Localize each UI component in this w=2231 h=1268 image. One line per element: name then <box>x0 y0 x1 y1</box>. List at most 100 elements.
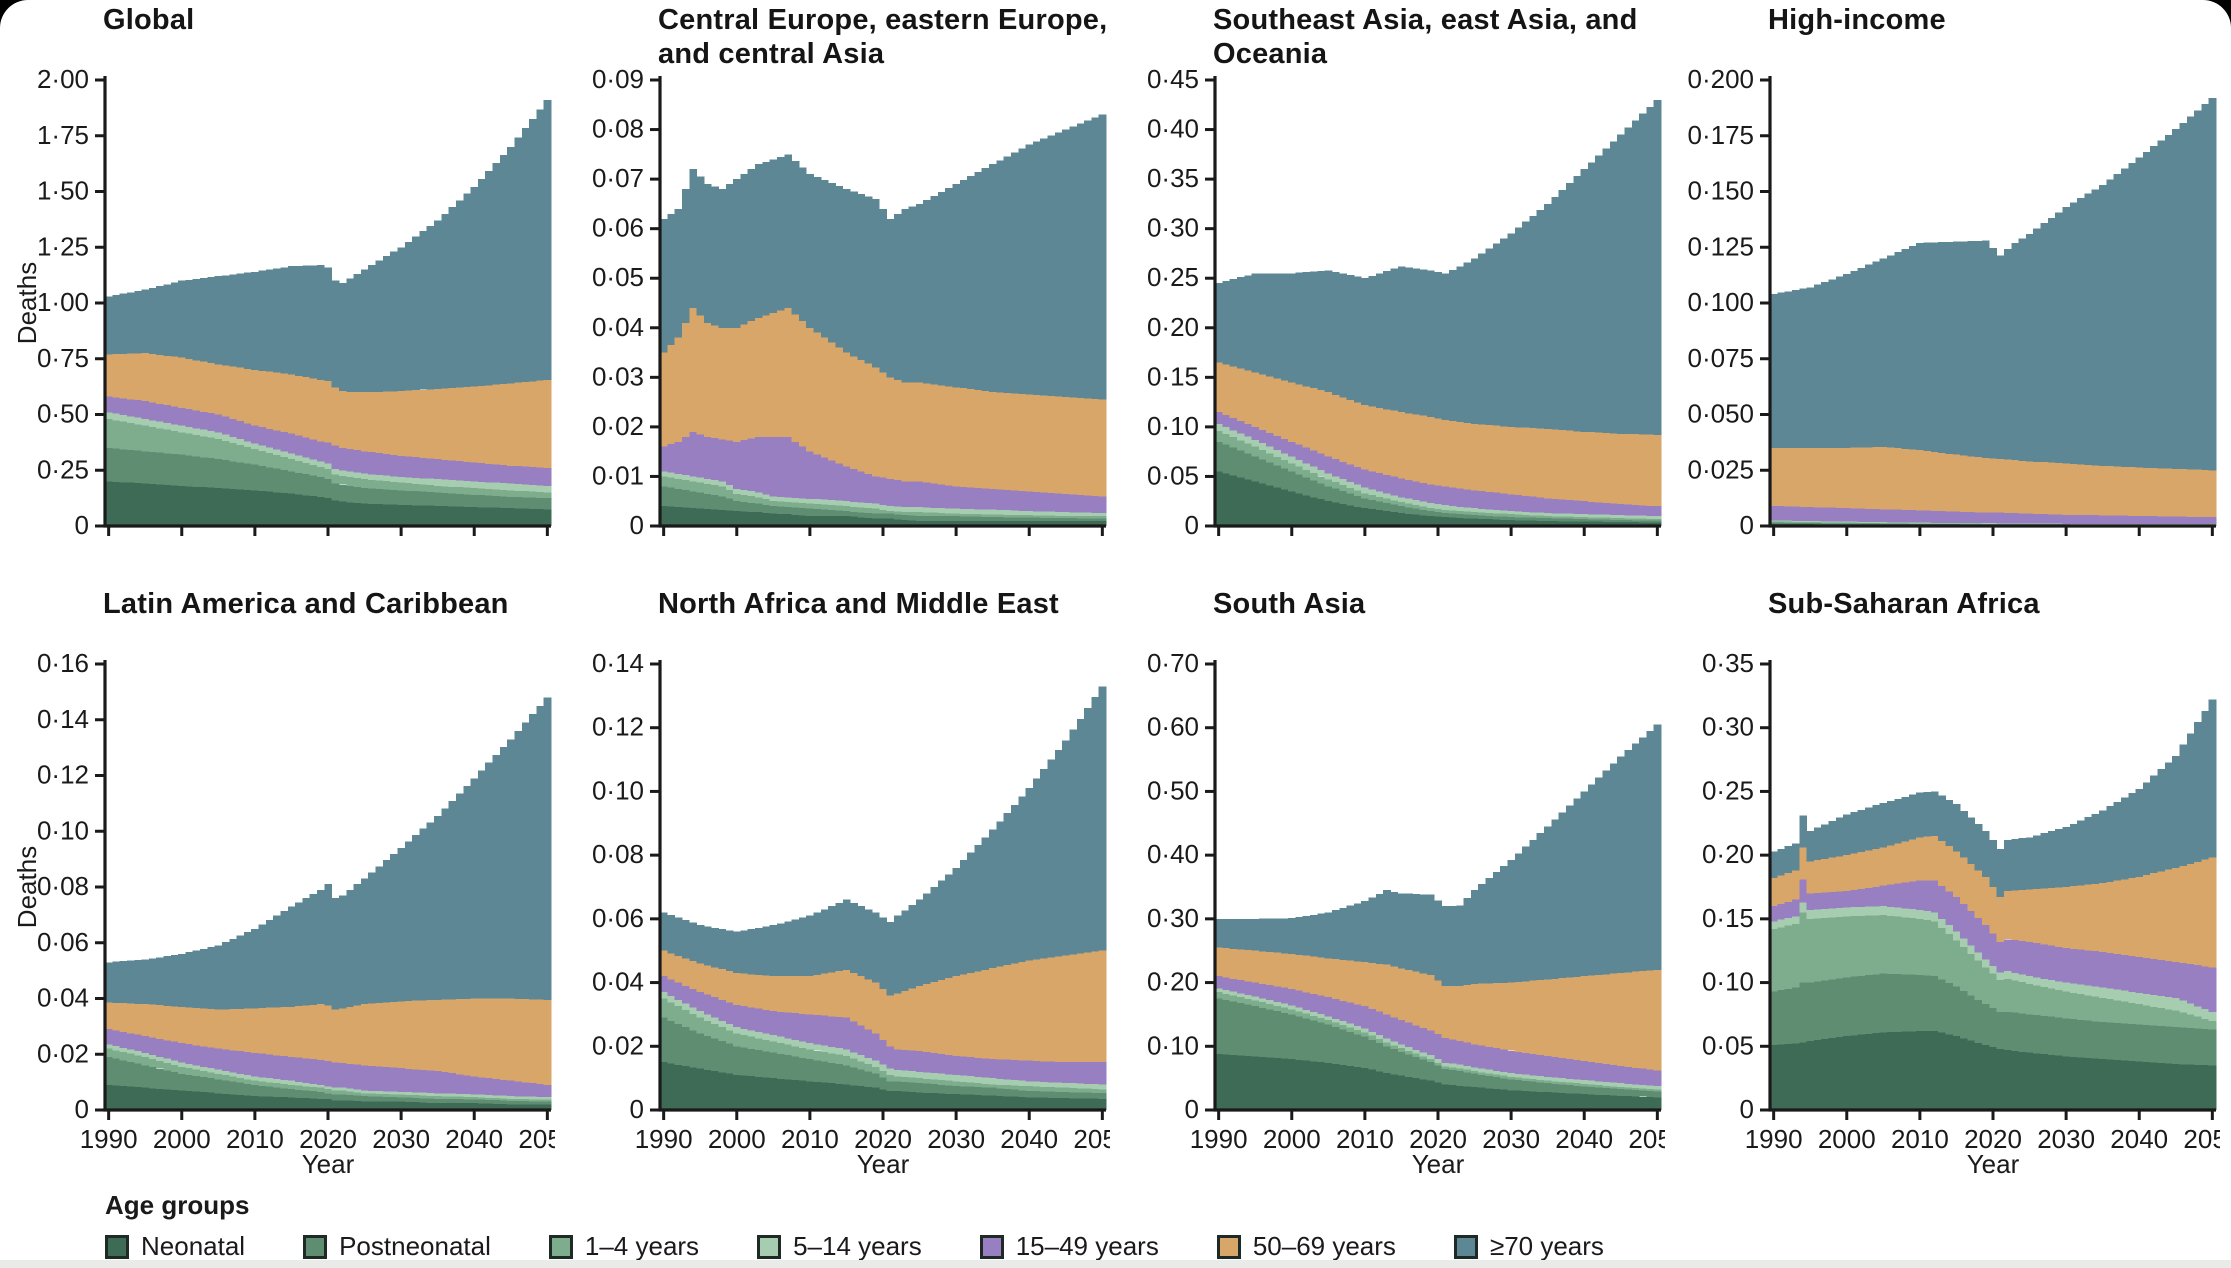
svg-text:0: 0 <box>1740 1094 1754 1124</box>
sub-saharan-africa-stacked-bar-plot: 0 0·05 0·10 0·15 0·20 0·25 0·30 0·35 1990 2000 201… <box>1702 650 2220 1154</box>
svg-text:1990: 1990 <box>1745 1124 1803 1154</box>
legend-items: Neonatal Postneonatal 1–4 years 5–14 yea… <box>105 1231 2231 1262</box>
svg-text:0·08: 0·08 <box>592 839 644 869</box>
svg-text:2000: 2000 <box>153 1124 211 1154</box>
svg-text:0·02: 0·02 <box>37 1038 89 1068</box>
svg-text:0·14: 0·14 <box>37 704 89 734</box>
svg-text:0·06: 0·06 <box>37 927 89 957</box>
svg-text:1·25: 1·25 <box>37 231 89 261</box>
chart-panel-global: Global 0 0·25 0·50 0·75 1·00 1·25 1·50 1·75 2·00… <box>10 4 565 538</box>
svg-text:0·050: 0·050 <box>1688 399 1755 429</box>
window-bottom-edge <box>0 1260 2231 1268</box>
svg-text:0·01: 0·01 <box>592 460 644 490</box>
svg-text:0·10: 0·10 <box>37 815 89 845</box>
svg-text:0·04: 0·04 <box>37 983 89 1013</box>
x-axis-title: Year <box>301 1149 355 1179</box>
chart-title-sub-saharan-africa: Sub-Saharan Africa <box>1768 588 2040 620</box>
chart-panel-sub-saharan-africa: Sub-Saharan Africa 0 0·05 0·10 0·15 0·20 0·25… <box>1675 588 2230 1180</box>
svg-text:0: 0 <box>1185 510 1199 538</box>
svg-text:0·125: 0·125 <box>1688 231 1755 261</box>
chart-row-bottom: Latin America and Caribbean 0 0·02 0·04 0·0… <box>10 538 2231 1180</box>
svg-text:1·50: 1·50 <box>37 176 89 206</box>
svg-text:0·03: 0·03 <box>592 361 644 391</box>
svg-text:Deaths: Deaths <box>12 846 42 928</box>
svg-text:0: 0 <box>630 1094 644 1124</box>
svg-text:2000: 2000 <box>1818 1124 1876 1154</box>
svg-text:0·35: 0·35 <box>1147 163 1199 193</box>
svg-text:0: 0 <box>1740 510 1754 538</box>
svg-text:0·20: 0·20 <box>1147 967 1199 997</box>
svg-text:0·10: 0·10 <box>1147 411 1199 441</box>
svg-text:2050: 2050 <box>1628 1124 1665 1154</box>
svg-text:2000: 2000 <box>1263 1124 1321 1154</box>
fifty-to-sixtynine-years-swatch <box>1216 1234 1241 1259</box>
svg-text:1·00: 1·00 <box>37 287 89 317</box>
svg-text:0: 0 <box>75 510 89 538</box>
svg-text:0·06: 0·06 <box>592 213 644 243</box>
legend-item-70-plus-years: ≥70 years <box>1453 1231 1604 1262</box>
chart-title-south-asia: South Asia <box>1213 588 1366 620</box>
seventy-plus-years-swatch <box>1453 1234 1478 1259</box>
svg-text:0·04: 0·04 <box>592 967 644 997</box>
svg-text:0·35: 0·35 <box>1702 650 1754 678</box>
chart-panel-north-africa: North Africa and Middle East 0 0·02 0·04 0·… <box>565 588 1120 1180</box>
svg-text:0·10: 0·10 <box>1702 967 1754 997</box>
svg-text:0·05: 0·05 <box>1702 1030 1754 1060</box>
svg-text:2·00: 2·00 <box>37 66 89 94</box>
svg-text:2040: 2040 <box>1555 1124 1613 1154</box>
legend-label: 5–14 years <box>793 1231 922 1261</box>
svg-text:2030: 2030 <box>1482 1124 1540 1154</box>
svg-text:Deaths: Deaths <box>12 262 42 344</box>
svg-text:0·16: 0·16 <box>37 650 89 678</box>
chart-panel-southeast-asia: Southeast Asia, east Asia, and Oceania 0… <box>1120 4 1675 538</box>
svg-text:2030: 2030 <box>927 1124 985 1154</box>
svg-text:0·30: 0·30 <box>1702 712 1754 742</box>
svg-text:0·02: 0·02 <box>592 1030 644 1060</box>
svg-text:0·12: 0·12 <box>37 760 89 790</box>
chart-panel-central-europe: Central Europe, eastern Europe, and cent… <box>565 4 1120 538</box>
svg-text:0·025: 0·025 <box>1688 454 1755 484</box>
legend-item-neonatal: Neonatal <box>105 1231 245 1262</box>
svg-text:0·40: 0·40 <box>1147 839 1199 869</box>
legend: Age groups Neonatal Postneonatal 1–4 yea… <box>105 1190 2231 1262</box>
global-stacked-bar-plot: 0 0·25 0·50 0·75 1·00 1·25 1·50 1·75 2·00 Deaths <box>12 66 552 538</box>
legend-item-5-14-years: 5–14 years <box>757 1231 922 1262</box>
five-to-fourteen-years-swatch <box>757 1234 782 1259</box>
svg-text:2040: 2040 <box>2110 1124 2168 1154</box>
chart-panel-south-asia: South Asia 0 0·10 0·20 0·30 0·40 0·50 0·60 0·70… <box>1120 588 1675 1180</box>
svg-text:2050: 2050 <box>2183 1124 2220 1154</box>
svg-text:2010: 2010 <box>781 1124 839 1154</box>
svg-text:0·20: 0·20 <box>1147 312 1199 342</box>
svg-text:2010: 2010 <box>1336 1124 1394 1154</box>
svg-text:0·30: 0·30 <box>1147 213 1199 243</box>
svg-text:0·60: 0·60 <box>1147 712 1199 742</box>
svg-text:0·05: 0·05 <box>1147 460 1199 490</box>
svg-text:0·10: 0·10 <box>1147 1030 1199 1060</box>
svg-text:2020: 2020 <box>299 1124 357 1154</box>
chart-title-high-income: High-income <box>1768 4 1946 36</box>
svg-text:2020: 2020 <box>1964 1124 2022 1154</box>
svg-text:2020: 2020 <box>854 1124 912 1154</box>
chart-title-global: Global <box>103 4 195 36</box>
svg-text:0·08: 0·08 <box>592 114 644 144</box>
neonatal-swatch <box>105 1234 129 1259</box>
legend-item-50-69-years: 50–69 years <box>1216 1231 1396 1262</box>
legend-label: Neonatal <box>141 1231 246 1261</box>
svg-text:2010: 2010 <box>226 1124 284 1154</box>
one-to-four-years-swatch <box>548 1234 573 1259</box>
legend-label: Postneonatal <box>339 1231 491 1261</box>
north-africa-stacked-bar-plot: 0 0·02 0·04 0·06 0·08 0·10 0·12 0·14 1990 2000 201… <box>592 650 1110 1154</box>
svg-text:1990: 1990 <box>635 1124 693 1154</box>
svg-text:0·09: 0·09 <box>592 66 644 94</box>
svg-text:0·200: 0·200 <box>1688 66 1755 94</box>
svg-text:0·08: 0·08 <box>37 871 89 901</box>
chart-title-north-africa: North Africa and Middle East <box>658 588 1059 620</box>
svg-text:0·50: 0·50 <box>1147 775 1199 805</box>
x-axis-title: Year <box>1966 1149 2020 1179</box>
svg-text:2020: 2020 <box>1409 1124 1467 1154</box>
svg-text:0·05: 0·05 <box>592 262 644 292</box>
high-income-stacked-bar-plot: 0 0·025 0·050 0·075 0·100 0·125 0·150 0·175 0·20… <box>1688 66 2217 538</box>
svg-text:0·150: 0·150 <box>1688 176 1755 206</box>
svg-text:2050: 2050 <box>518 1124 555 1154</box>
